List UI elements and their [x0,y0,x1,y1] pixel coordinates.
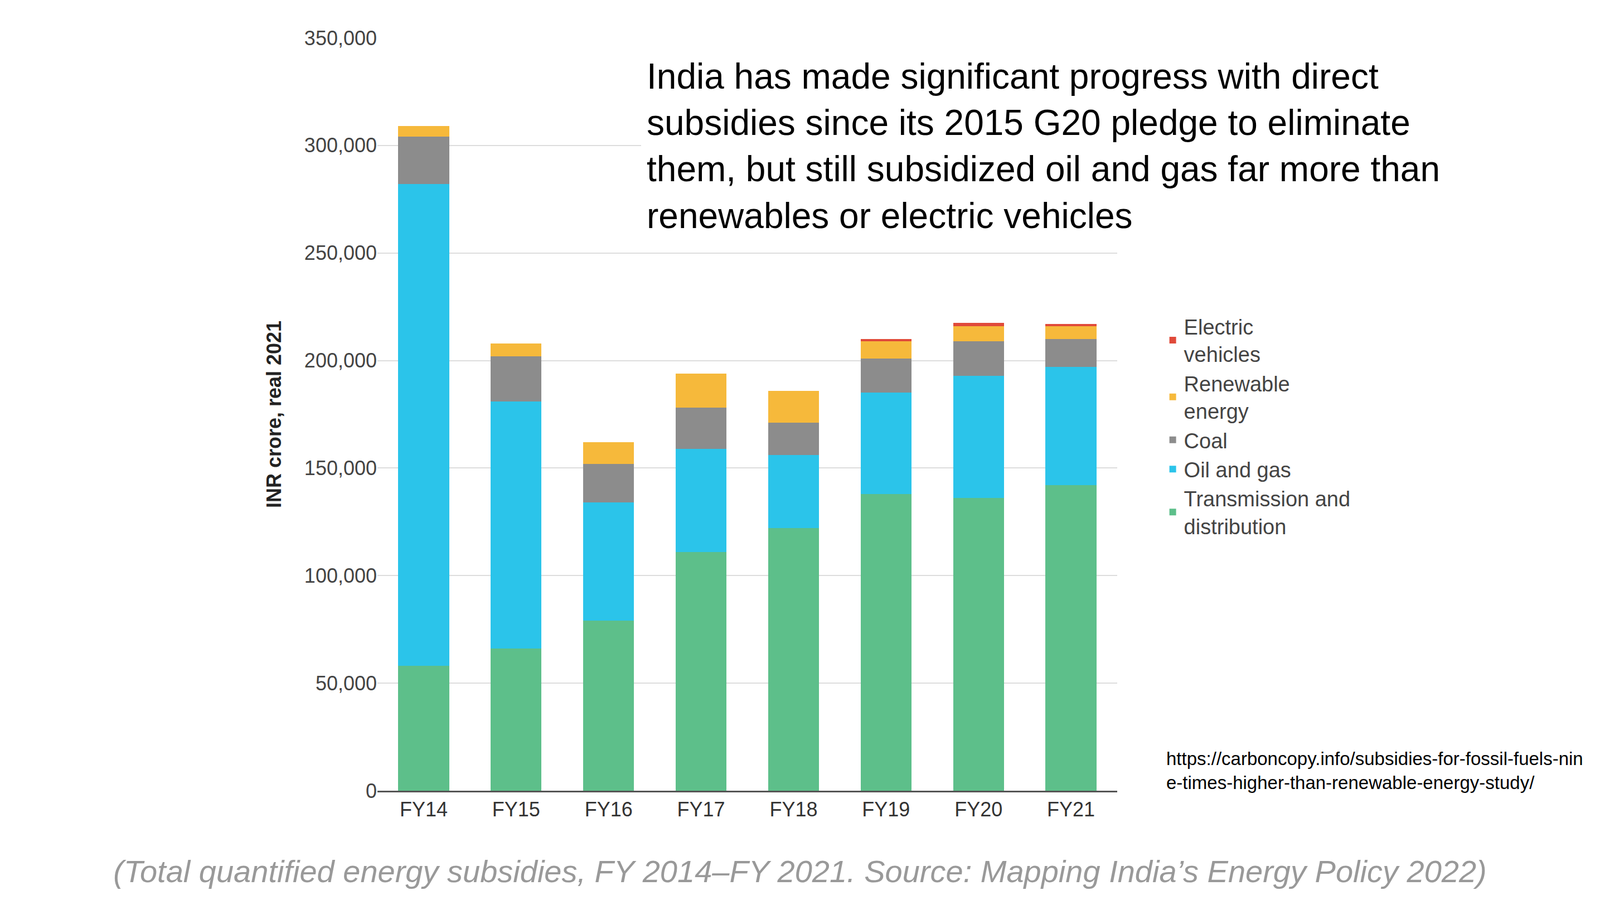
svg-text:FY19: FY19 [861,797,910,821]
svg-text:FY16: FY16 [584,797,633,821]
svg-text:FY18: FY18 [769,797,818,821]
svg-text:50,000: 50,000 [315,671,377,695]
svg-text:300,000: 300,000 [304,133,377,157]
svg-text:250,000: 250,000 [304,241,377,265]
svg-text:INR crore, real 2021: INR crore, real 2021 [262,320,286,508]
svg-text:Electricvehicles: Electricvehicles [1184,315,1261,367]
svg-text:150,000: 150,000 [304,456,377,480]
svg-text:100,000: 100,000 [304,564,377,588]
svg-text:0: 0 [365,779,377,803]
svg-text:FY14: FY14 [399,797,448,821]
svg-text:Transmission anddistribution: Transmission anddistribution [1184,487,1351,538]
svg-text:FY17: FY17 [677,797,726,821]
html-text:India has made significant pro: India has made significant progress with… [646,56,1440,236]
html-text:https://carboncopy.info/subsid: https://carboncopy.info/subsidies-for-fo… [1166,748,1584,793]
svg-text:350,000: 350,000 [304,26,377,50]
svg-text:Renewableenergy: Renewableenergy [1184,372,1291,424]
html-text:(Total quantified energy subsi: (Total quantified energy subsidies, FY 2… [113,853,1487,889]
svg-text:Oil and gas: Oil and gas [1184,458,1292,482]
svg-text:200,000: 200,000 [304,348,377,372]
svg-text:FY20: FY20 [954,797,1003,821]
svg-text:Coal: Coal [1184,429,1228,453]
svg-text:FY15: FY15 [492,797,541,821]
svg-text:FY21: FY21 [1046,797,1095,821]
